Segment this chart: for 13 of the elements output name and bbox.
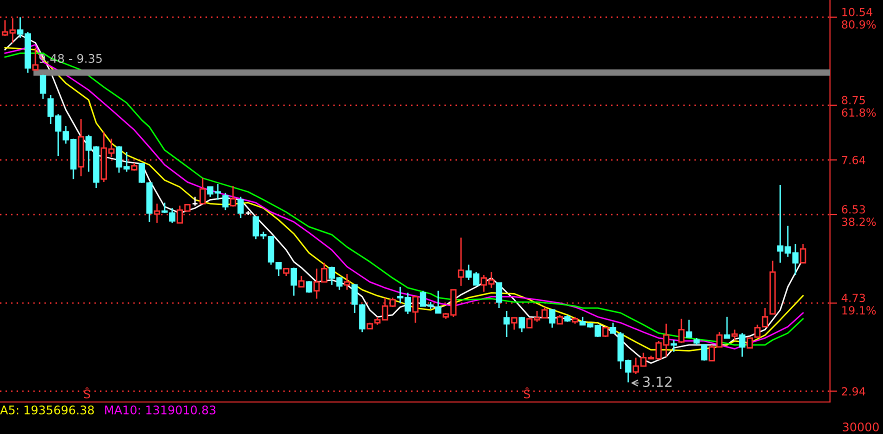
text: 30000 [842,422,879,432]
annotation: Ŝ [84,387,90,398]
y-tick-label: 6.53 38.2% [842,205,876,226]
text: MA10: 1319010.83 [105,405,216,414]
text: A5: 1935696.38 [0,405,94,414]
y-tick-label: 8.75 61.8% [842,96,876,117]
annotation: 3.12 [643,376,672,388]
candlestick [503,310,510,338]
y-tick-label: 4.73 19.1% [842,294,876,315]
y-tick-label: 7.64 [842,156,866,164]
y-tick-label: 10.54 80.9% [842,8,876,29]
annotation: Ŝ [524,387,530,398]
y-tick-label: 2.94 [842,387,866,396]
